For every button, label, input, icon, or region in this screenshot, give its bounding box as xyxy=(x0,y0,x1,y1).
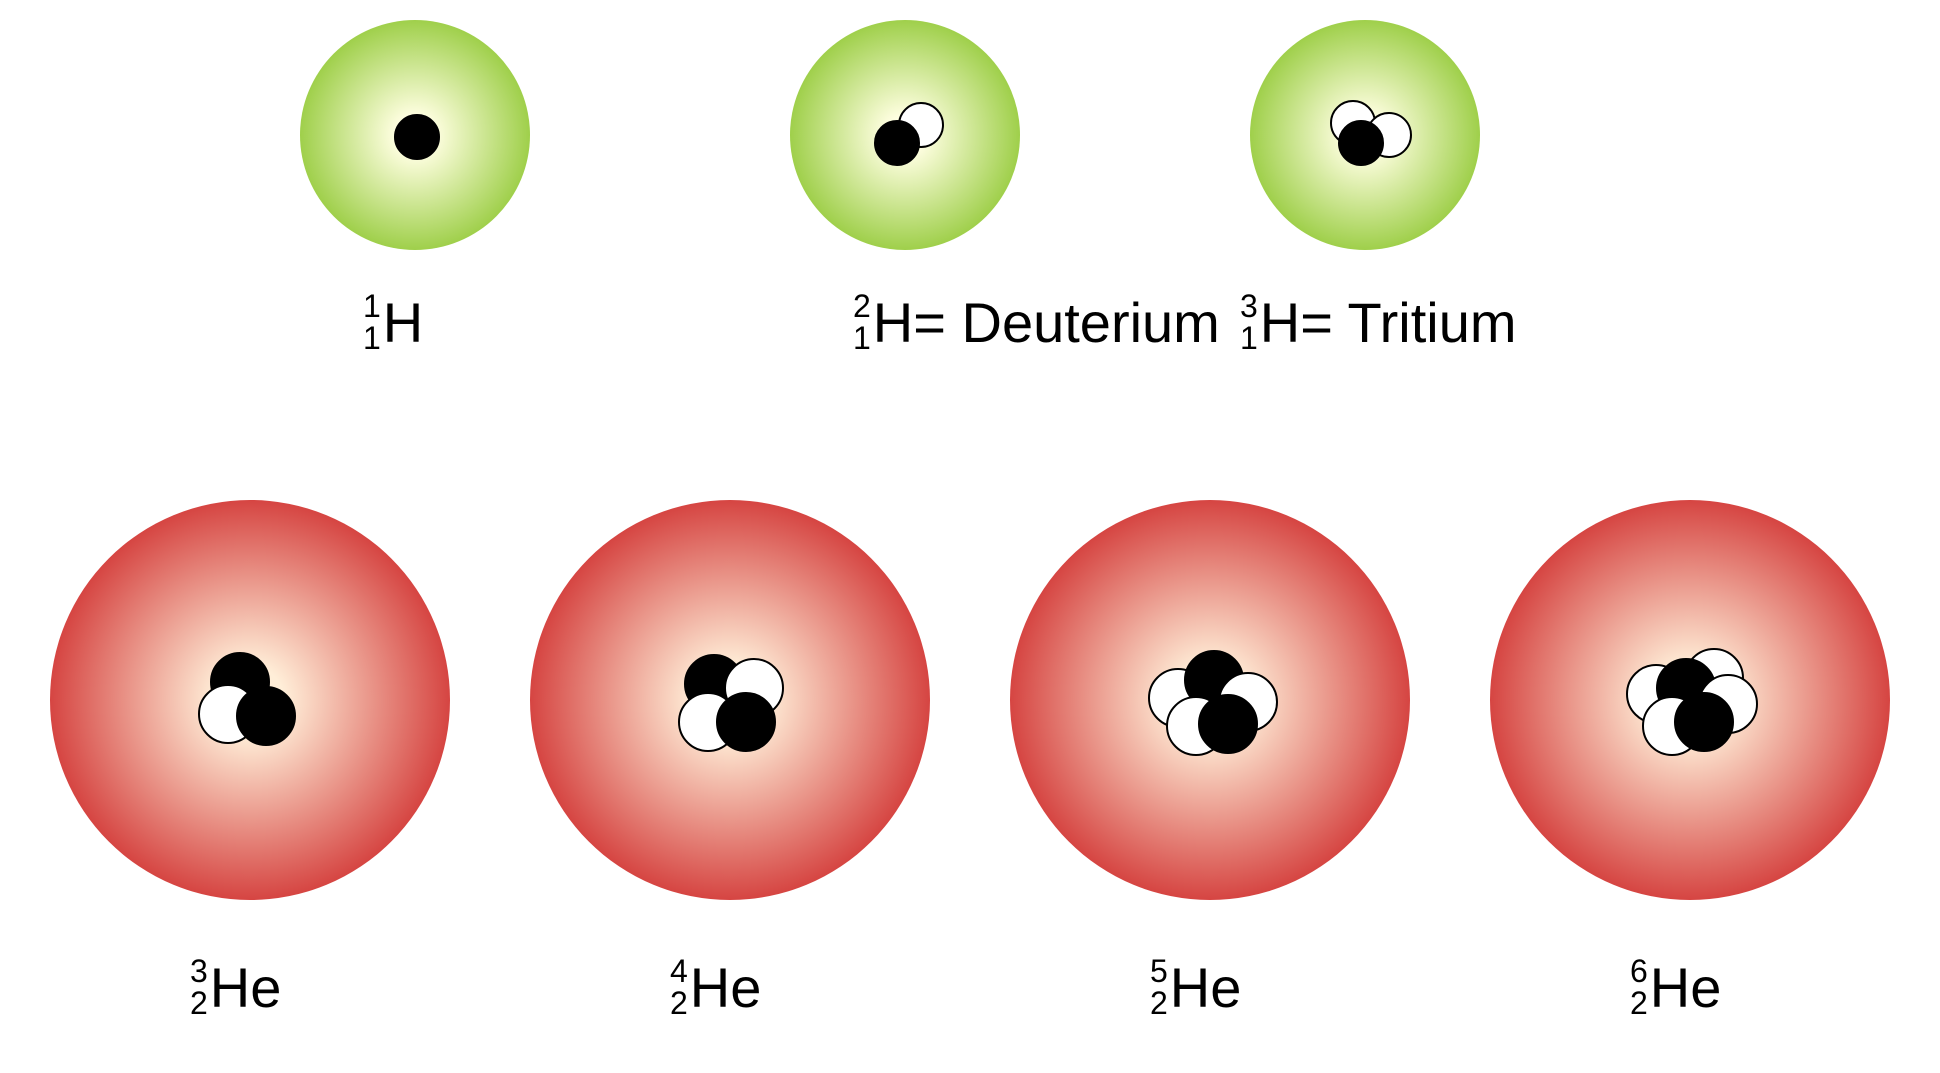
mass-number: 2 xyxy=(853,290,871,322)
label-h2: 21H = Deuterium xyxy=(853,285,1220,355)
atomic-number: 2 xyxy=(190,987,208,1019)
mass-number: 4 xyxy=(670,955,688,987)
mass-number: 5 xyxy=(1150,955,1168,987)
proton-he4-3 xyxy=(716,692,776,752)
element-symbol: H xyxy=(383,290,423,355)
element-symbol: He xyxy=(1650,955,1722,1020)
label-h1: 11H xyxy=(363,285,423,355)
atomic-number: 2 xyxy=(670,987,688,1019)
element-symbol: H xyxy=(1260,290,1300,355)
element-symbol: H xyxy=(873,290,913,355)
element-symbol: He xyxy=(1170,955,1242,1020)
mass-number: 1 xyxy=(363,290,381,322)
label-he6: 62He xyxy=(1630,950,1721,1020)
proton-h1-0 xyxy=(394,114,440,160)
element-symbol: He xyxy=(690,955,762,1020)
proton-he6-5 xyxy=(1674,692,1734,752)
isotope-name: = Deuterium xyxy=(913,290,1220,355)
proton-he5-4 xyxy=(1198,694,1258,754)
mass-number: 3 xyxy=(1240,290,1258,322)
atomic-number: 2 xyxy=(1150,987,1168,1019)
mass-number: 3 xyxy=(190,955,208,987)
atomic-number: 1 xyxy=(853,322,871,354)
label-h3: 31H = Tritium xyxy=(1240,285,1517,355)
proton-h3-2 xyxy=(1338,120,1384,166)
isotope-diagram: 11H21H = Deuterium31H = Tritium32He42He5… xyxy=(0,0,1940,1073)
proton-he3-2 xyxy=(236,686,296,746)
element-symbol: He xyxy=(210,955,282,1020)
proton-h2-1 xyxy=(874,120,920,166)
label-he4: 42He xyxy=(670,950,761,1020)
atomic-number: 1 xyxy=(363,322,381,354)
mass-number: 6 xyxy=(1630,955,1648,987)
atomic-number: 2 xyxy=(1630,987,1648,1019)
isotope-name: = Tritium xyxy=(1300,290,1516,355)
atomic-number: 1 xyxy=(1240,322,1258,354)
label-he5: 52He xyxy=(1150,950,1241,1020)
label-he3: 32He xyxy=(190,950,281,1020)
